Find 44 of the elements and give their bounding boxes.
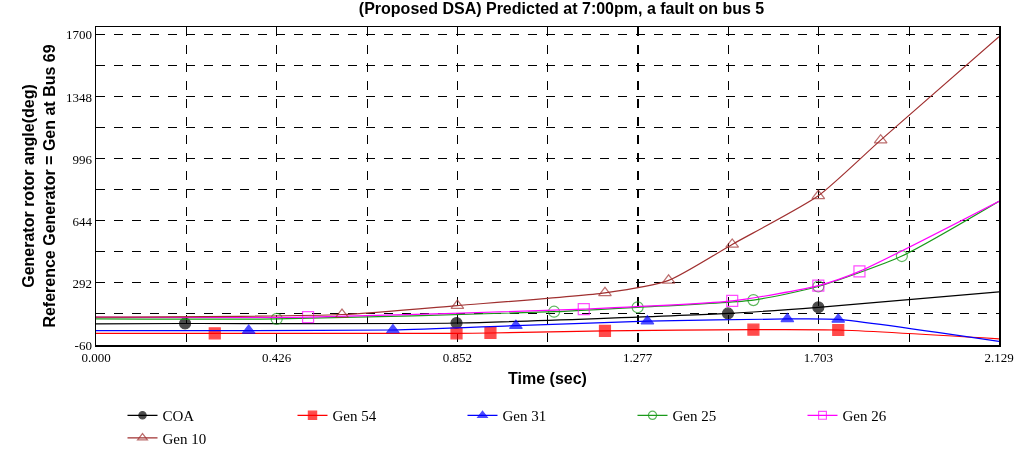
legend-label: Gen 26	[842, 408, 887, 425]
point	[335, 308, 349, 318]
x-tick-label: 0.426	[262, 350, 292, 366]
x-axis-title: Time (sec)	[508, 369, 587, 387]
point	[780, 312, 795, 323]
point	[577, 302, 590, 316]
point	[631, 301, 644, 314]
point	[832, 323, 845, 337]
point	[598, 286, 612, 297]
legend-label: COA	[162, 408, 195, 425]
x-tick-label: 0.000	[81, 350, 111, 366]
legend-label: Gen 54	[332, 408, 377, 425]
chart-title: (Proposed DSA) Predicted at 7:00pm, a fault on bus 5	[358, 0, 765, 17]
point	[598, 324, 612, 338]
y-tick-label: 644	[72, 213, 93, 229]
x-tick-label: 2.129	[984, 350, 1014, 366]
point	[484, 326, 497, 340]
x-tick-label: 1.277	[623, 350, 653, 366]
point	[270, 312, 283, 326]
y-tick-label: 1700	[65, 27, 92, 43]
y-tick-label: 1348	[65, 89, 92, 105]
y-tick-label: 996	[72, 151, 93, 167]
point	[208, 327, 221, 340]
point	[853, 265, 866, 278]
y-tick-label: 292	[72, 275, 92, 291]
x-tick-label: 0.852	[442, 350, 472, 366]
y-tick-label: -60	[74, 337, 92, 353]
y-axis-title: Generator rotor angle(deg) Reference Generator = Gen at Bus 69	[20, 44, 59, 328]
point	[747, 323, 760, 336]
point	[747, 293, 760, 307]
x-tick-label: 1.703	[803, 350, 833, 366]
line-series	[96, 36, 999, 318]
point	[547, 305, 561, 318]
point	[812, 301, 825, 314]
point	[726, 294, 739, 308]
point	[721, 307, 735, 320]
legend-label: Gen 31	[502, 408, 547, 425]
point	[895, 249, 908, 263]
point	[811, 189, 826, 200]
legend-label: Gen 25	[672, 408, 717, 425]
point	[385, 323, 400, 334]
point	[450, 327, 463, 340]
point	[301, 311, 315, 324]
legend-label: Gen 10	[162, 430, 207, 447]
